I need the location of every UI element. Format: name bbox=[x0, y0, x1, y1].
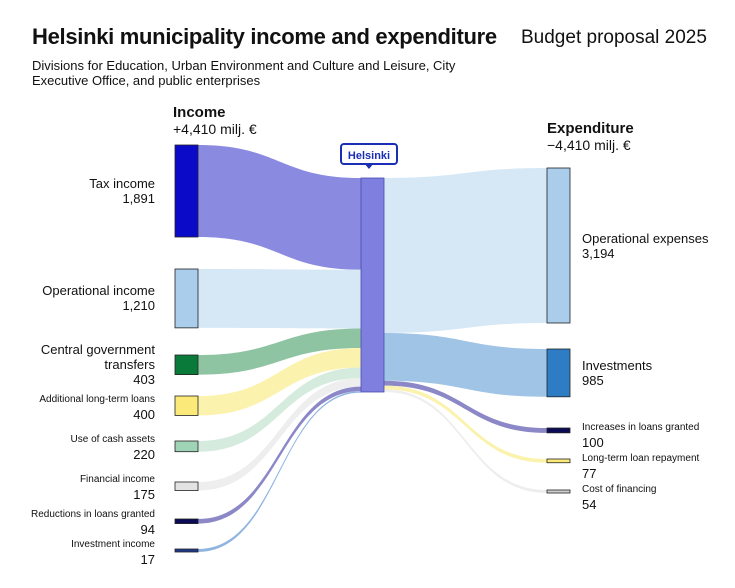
target-label-investments: Investments 985 bbox=[582, 358, 732, 388]
chart-subtitle: Divisions for Education, Urban Environme… bbox=[32, 58, 456, 88]
source-node-use-of-cash-assets bbox=[174, 440, 199, 453]
income-header: Income +4,410 milj. € bbox=[173, 104, 257, 138]
source-name: Central government transfers bbox=[40, 342, 155, 373]
flow-use-of-cash-assets bbox=[198, 367, 361, 452]
flow-investments bbox=[384, 332, 547, 397]
source-value: 1,210 bbox=[122, 298, 155, 314]
target-name: Operational expenses bbox=[582, 230, 709, 246]
target-label-cost-of-financing: Cost of financing 54 bbox=[582, 480, 732, 512]
source-label-additional-long-term-loans: Additional long-term loans 400 bbox=[15, 390, 155, 422]
target-name: Investments bbox=[582, 357, 653, 373]
source-value: 220 bbox=[133, 447, 155, 463]
target-name: Increases in loans granted bbox=[582, 422, 700, 434]
source-node-reductions-in-loans-granted bbox=[174, 518, 199, 524]
center-node-helsinki bbox=[360, 177, 385, 393]
source-value: 403 bbox=[133, 372, 155, 388]
source-value: 1,891 bbox=[122, 191, 155, 206]
source-label-use-of-cash-assets: Use of cash assets 220 bbox=[15, 430, 155, 462]
source-node-financial-income bbox=[174, 481, 199, 491]
target-node-cost-of-financing bbox=[546, 489, 571, 494]
target-name: Long-term loan repayment bbox=[582, 452, 700, 464]
flow-long-term-loan-repayment bbox=[384, 385, 547, 463]
source-label-investment-income: Investment income 17 bbox=[15, 535, 155, 567]
source-node-investment-income bbox=[174, 548, 199, 553]
target-node-long-term-loan-repayment bbox=[546, 458, 571, 464]
flow-cost-of-financing bbox=[384, 389, 547, 493]
target-value: 3,194 bbox=[582, 245, 615, 261]
source-value: 94 bbox=[140, 522, 155, 538]
source-node-additional-long-term-loans bbox=[174, 395, 199, 416]
flow-financial-income bbox=[198, 378, 361, 491]
source-label-financial-income: Financial income 175 bbox=[15, 470, 155, 502]
source-label-reductions-in-loans-granted: Reductions in loans granted 94 bbox=[15, 505, 155, 537]
flow-tax-income bbox=[198, 145, 361, 270]
flow-operational-income bbox=[198, 269, 361, 329]
flow-central-government-transfers bbox=[198, 328, 361, 375]
helsinki-badge: Helsinki bbox=[340, 143, 398, 165]
target-label-operational-expenses: Operational expenses 3,194 bbox=[582, 231, 732, 261]
flow-investment-income bbox=[198, 391, 361, 552]
target-node-investments bbox=[546, 348, 571, 398]
source-node-tax-income bbox=[174, 144, 199, 238]
target-value: 100 bbox=[582, 435, 604, 451]
helsinki-badge-pointer bbox=[364, 163, 374, 169]
target-node-operational-expenses bbox=[546, 167, 571, 324]
source-node-operational-income bbox=[174, 268, 199, 329]
source-name: Reductions in loans granted bbox=[31, 509, 155, 521]
target-value: 54 bbox=[582, 496, 597, 512]
expenditure-header: Expenditure −4,410 milj. € bbox=[547, 120, 634, 154]
source-value: 175 bbox=[133, 487, 155, 503]
source-name: Operational income bbox=[42, 283, 155, 299]
source-label-tax-income: Tax income 1,891 bbox=[15, 176, 155, 206]
source-name: Financial income bbox=[79, 474, 155, 486]
source-name: Tax income bbox=[89, 176, 155, 191]
chart-title: Helsinki municipality income and expendi… bbox=[32, 24, 497, 49]
source-value: 17 bbox=[140, 551, 155, 567]
income-total: +4,410 milj. € bbox=[173, 121, 257, 137]
flow-increases-in-loans-granted bbox=[384, 380, 547, 433]
flow-additional-long-term-loans bbox=[198, 348, 361, 416]
income-heading: Income bbox=[173, 104, 226, 121]
source-name: Investment income bbox=[71, 538, 155, 550]
target-name: Cost of financing bbox=[582, 483, 657, 495]
expenditure-total: −4,410 milj. € bbox=[547, 137, 631, 153]
source-name: Use of cash assets bbox=[70, 434, 155, 446]
target-node-increases-in-loans-granted bbox=[546, 427, 571, 434]
target-label-increases-in-loans-granted: Increases in loans granted 100 bbox=[582, 418, 732, 450]
source-label-operational-income: Operational income 1,210 bbox=[15, 283, 155, 313]
source-label-central-government-transfers: Central government transfers 403 bbox=[15, 342, 155, 387]
source-name: Additional long-term loans bbox=[39, 393, 155, 405]
target-value: 985 bbox=[582, 372, 604, 388]
flow-reductions-in-loans-granted bbox=[198, 386, 361, 524]
source-value: 400 bbox=[133, 406, 155, 422]
flow-operational-expenses bbox=[384, 168, 547, 333]
target-label-long-term-loan-repayment: Long-term loan repayment 77 bbox=[582, 449, 732, 481]
source-node-central-government-transfers bbox=[174, 354, 199, 376]
expenditure-heading: Expenditure bbox=[547, 120, 634, 137]
target-value: 77 bbox=[582, 465, 597, 481]
budget-label: Budget proposal 2025 bbox=[521, 27, 707, 48]
